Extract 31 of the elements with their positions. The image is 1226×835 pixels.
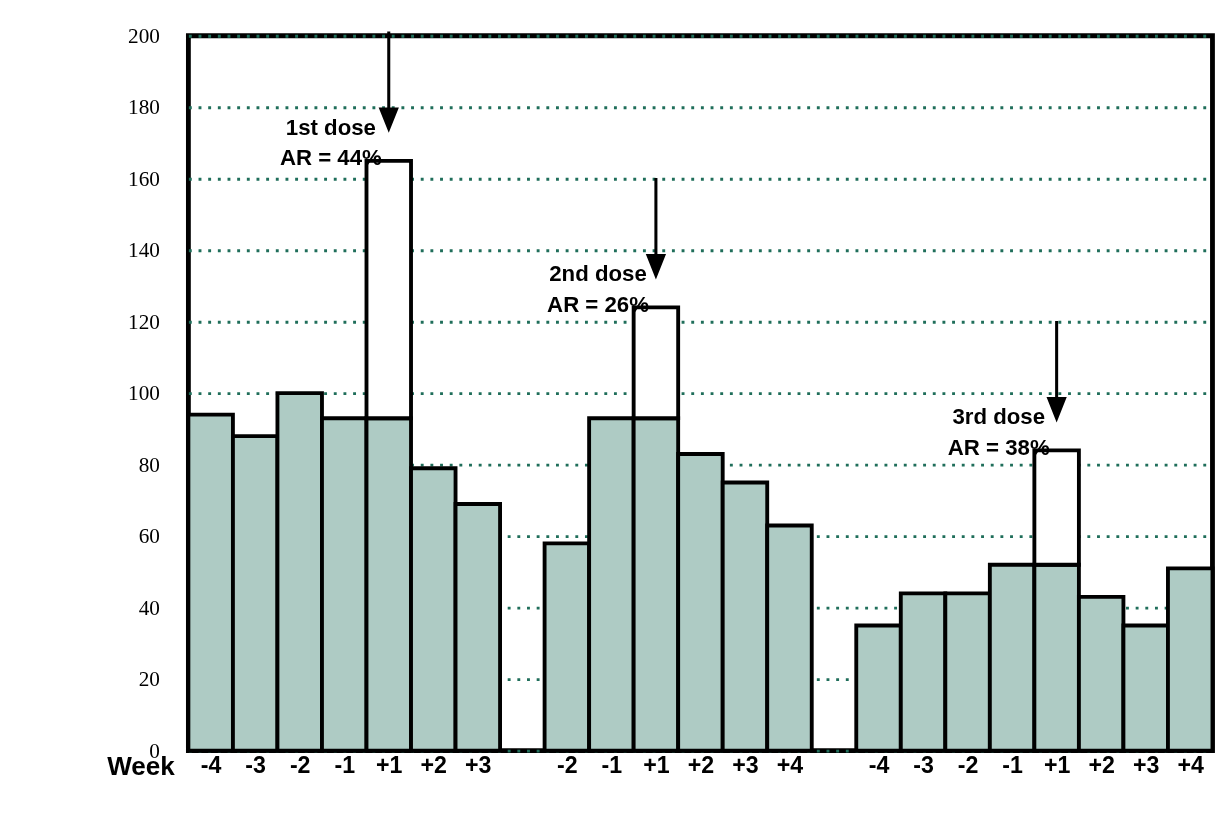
x-tick-label: +1 <box>376 752 403 779</box>
x-tick-label: +1 <box>1043 752 1071 779</box>
x-tick-label: -1 <box>334 752 356 779</box>
x-tick-label: -2 <box>557 752 578 779</box>
y-tick-label: 60 <box>138 524 160 549</box>
x-tick-label: +3 <box>732 752 759 779</box>
x-tick-label: +4 <box>1177 752 1205 779</box>
x-tick-label: +4 <box>776 752 804 779</box>
x-tick-label: -3 <box>245 752 267 779</box>
y-tick-label: 20 <box>138 667 160 692</box>
x-tick-label: -4 <box>200 752 222 779</box>
y-tick-label: 100 <box>128 381 160 406</box>
x-tick-label: +2 <box>1088 752 1115 779</box>
y-tick-label: 180 <box>128 95 160 120</box>
x-tick-label: -1 <box>601 752 623 779</box>
x-tick-label: +1 <box>643 752 670 779</box>
y-tick-label: 120 <box>128 309 160 334</box>
x-tick-label: -1 <box>1002 752 1024 779</box>
x-tick-label: +3 <box>465 752 492 779</box>
x-tick-label: -3 <box>913 752 934 779</box>
y-tick-label: 140 <box>128 238 160 263</box>
x-tick-label: +3 <box>1132 752 1160 779</box>
x-tick-label: -4 <box>868 752 890 779</box>
x-tick-label: -2 <box>957 752 979 779</box>
x-tick-label: +2 <box>687 752 715 779</box>
y-tick-label: 40 <box>138 595 160 620</box>
y-tick-label: 160 <box>128 166 160 191</box>
y-tick-label: 80 <box>138 452 160 477</box>
x-tick-label: +2 <box>420 752 447 779</box>
x-tick-label: -2 <box>289 752 311 779</box>
y-tick-label: 200 <box>128 23 160 48</box>
